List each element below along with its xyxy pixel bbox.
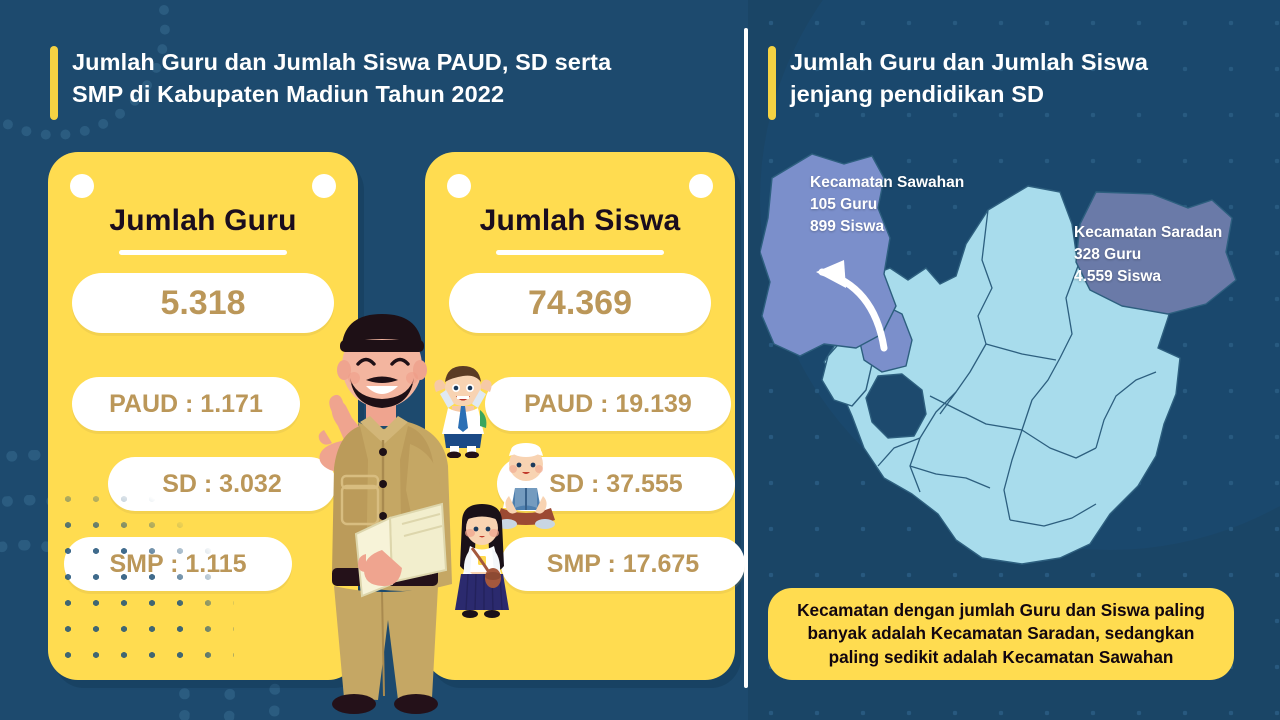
guru-row-smp: SMP : 1.115 [64,537,292,591]
right-panel-title: Jumlah Guru dan Jumlah Siswa jenjang pen… [768,46,1238,120]
map-callout-arrow [816,260,888,352]
stat-card-guru: Jumlah Guru 5.318 PAUD : 1.171 SD : 3.03… [48,152,358,680]
kabupaten-madiun-map [760,153,1237,565]
map-label-saradan: Kecamatan Saradan 328 Guru 4.559 Siswa [1074,224,1223,285]
guru-total-value: 5.318 [72,273,334,333]
card-notch-left [70,174,94,198]
card-title-rule [119,250,287,255]
card-notch-right [689,174,713,198]
title-accent-bar [50,46,58,120]
guru-row-paud: PAUD : 1.171 [72,377,300,431]
title-accent-bar [768,46,776,120]
card-title-guru: Jumlah Guru [109,204,297,237]
map-region-saradan [1075,191,1237,315]
siswa-row-paud: PAUD : 19.139 [485,377,731,431]
siswa-row-smp: SMP : 17.675 [501,537,745,591]
student-smp-illustration-icon [455,504,509,618]
student-paud-illustration-icon [434,366,492,458]
card-title-rule [496,250,664,255]
student-sd-illustration-icon [497,443,555,529]
map-caption-box: Kecamatan dengan jumlah Guru dan Siswa p… [768,588,1234,680]
teacher-illustration-icon [318,314,452,714]
card-notch-right [312,174,336,198]
card-title-siswa: Jumlah Siswa [479,204,681,237]
right-title-text: Jumlah Guru dan Jumlah Siswa jenjang pen… [790,49,1148,108]
map-label-sawahan: Kecamatan Sawahan 105 Guru 899 Siswa [810,174,965,235]
card-notch-left [447,174,471,198]
siswa-total-value: 74.369 [449,273,711,333]
map-region-dark [865,373,927,439]
left-title-text: Jumlah Guru dan Jumlah Siswa PAUD, SD se… [72,49,612,108]
left-panel-title: Jumlah Guru dan Jumlah Siswa PAUD, SD se… [50,46,730,120]
panel-divider [744,28,748,688]
